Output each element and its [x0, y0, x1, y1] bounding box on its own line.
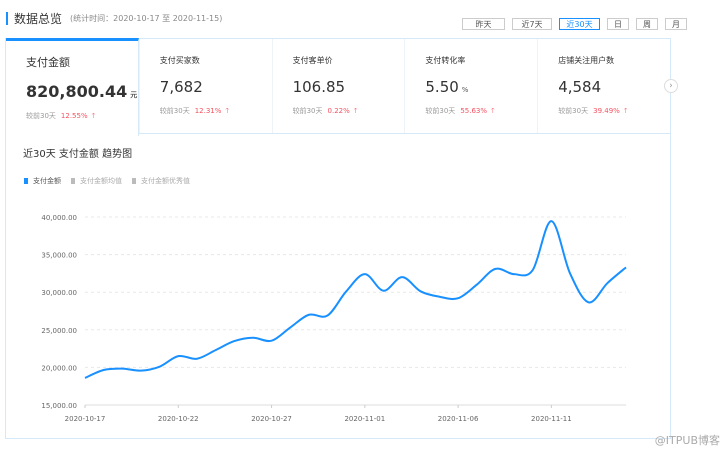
legend-pay-excellent[interactable]: 支付金额优秀值 — [132, 176, 190, 186]
y-tick-label: 25,000.00 — [41, 327, 77, 335]
card-value: 106.85 — [293, 78, 405, 96]
x-tick-label: 2020-10-27 — [251, 415, 292, 423]
card-number: 5.50 — [425, 78, 459, 96]
compare-label: 较前30天 — [26, 112, 56, 120]
range-buttons: 昨天 近7天 近30天 日 周 月 — [462, 18, 687, 30]
y-tick-label: 30,000.00 — [41, 289, 77, 297]
card-label: 支付金额 — [26, 56, 70, 69]
legend-swatch — [24, 178, 28, 184]
legend-label: 支付金额 — [33, 177, 61, 185]
x-tick-label: 2020-11-11 — [531, 415, 572, 423]
card-compare: 较前30天 12.55% 🡑 — [26, 111, 138, 123]
card-value: 820,800.44 元 — [26, 82, 138, 101]
legend-swatch — [71, 178, 75, 184]
card-number: 106.85 — [292, 78, 346, 96]
chart-legend: 支付金额 支付金额均值 支付金额优秀值 — [24, 176, 190, 186]
watermark: @ITPUB博客 — [654, 434, 720, 447]
compare-label: 较前30天 — [292, 107, 323, 115]
card-compare: 较前30天 39.49% 🡑 — [558, 106, 670, 118]
range-7d-button[interactable]: 近7天 — [512, 18, 552, 30]
change-percent: 12.31% — [194, 107, 222, 115]
card-buyers[interactable]: 支付买家数 7,682 较前30天 12.31% 🡑 — [138, 39, 272, 133]
range-month-button[interactable]: 月 — [665, 18, 687, 30]
card-number: 4,584 — [558, 78, 602, 96]
card-pay-amount[interactable]: 支付金额 820,800.44 元 较前30天 12.55% 🡑 — [6, 38, 139, 136]
arrow-up-icon: 🡑 — [491, 107, 495, 115]
card-label: 支付转化率 — [425, 56, 466, 65]
change-percent: 0.22% — [327, 107, 350, 115]
card-value: 4,584 — [558, 78, 670, 96]
page-title: 数据总览 — [14, 11, 63, 26]
chart-panel: 近30天 支付金额 趋势图 支付金额 支付金额均值 支付金额优秀值 — [5, 133, 671, 439]
y-tick-label: 20,000.00 — [41, 364, 77, 372]
card-label: 支付客单价 — [292, 56, 333, 65]
legend-pay-avg[interactable]: 支付金额均值 — [71, 176, 122, 186]
card-compare: 较前30天 12.31% 🡑 — [160, 106, 272, 118]
metric-cards: 支付金额 820,800.44 元 较前30天 12.55% 🡑 支付买家数 7,68… — [5, 38, 678, 136]
range-30d-button[interactable]: 近30天 — [559, 18, 600, 30]
compare-label: 较前30天 — [425, 107, 456, 115]
chevron-right-icon[interactable]: › — [663, 79, 678, 93]
x-tick-label: 2020-10-22 — [158, 415, 199, 423]
arrow-up-icon: 🡑 — [353, 107, 358, 115]
card-number: 820,800.44 — [26, 82, 128, 101]
section-header: 数据总览 (统计时间：2020-10-17 至 2020-11-15) — [6, 11, 223, 26]
card-avg-price[interactable]: 支付客单价 106.85 较前30天 0.22% 🡑 — [271, 39, 405, 133]
card-value: 7,682 — [160, 78, 272, 96]
card-value: 5.50% — [425, 78, 537, 96]
compare-label: 较前30天 — [558, 107, 589, 115]
x-tick-label: 2020-11-06 — [438, 415, 479, 423]
range-yesterday-button[interactable]: 昨天 — [462, 18, 505, 30]
card-unit: 元 — [130, 91, 138, 99]
change-percent: 12.55% — [60, 112, 88, 120]
compare-label: 较前30天 — [159, 107, 190, 115]
card-compare: 较前30天 0.22% 🡑 — [293, 106, 405, 118]
arrow-up-icon: 🡑 — [225, 107, 230, 115]
y-tick-label: 40,000.00 — [41, 214, 77, 222]
header-accent-bar — [6, 11, 8, 25]
card-compare: 较前30天 55.63% 🡑 — [425, 106, 537, 118]
card-followers[interactable]: 店铺关注用户数 4,584 较前30天 39.49% 🡑 › — [537, 39, 678, 133]
legend-swatch — [132, 178, 136, 184]
range-day-button[interactable]: 日 — [607, 18, 629, 30]
series-line-pay-amount — [84, 220, 627, 379]
arrow-up-icon: 🡑 — [91, 112, 96, 120]
card-label: 店铺关注用户数 — [558, 56, 615, 65]
y-tick-label: 35,000.00 — [41, 252, 77, 260]
card-unit: % — [461, 86, 469, 94]
card-conversion[interactable]: 支付转化率 5.50% 较前30天 55.63% 🡑 — [404, 39, 537, 133]
date-range-text: (统计时间：2020-10-17 至 2020-11-15) — [70, 13, 223, 23]
chart-title: 近30天 支付金额 趋势图 — [23, 149, 133, 160]
x-tick-label: 2020-10-17 — [65, 415, 106, 423]
legend-pay-amount[interactable]: 支付金额 — [24, 176, 61, 186]
card-label: 支付买家数 — [159, 56, 200, 65]
card-number: 7,682 — [159, 78, 203, 96]
arrow-up-icon: 🡑 — [623, 107, 628, 115]
change-percent: 39.49% — [593, 107, 620, 115]
x-tick-label: 2020-11-01 — [344, 415, 385, 423]
y-tick-label: 15,000.00 — [41, 402, 77, 410]
legend-label: 支付金额优秀值 — [141, 177, 190, 185]
change-percent: 55.63% — [460, 107, 488, 115]
range-week-button[interactable]: 周 — [636, 18, 658, 30]
legend-label: 支付金额均值 — [80, 177, 122, 185]
